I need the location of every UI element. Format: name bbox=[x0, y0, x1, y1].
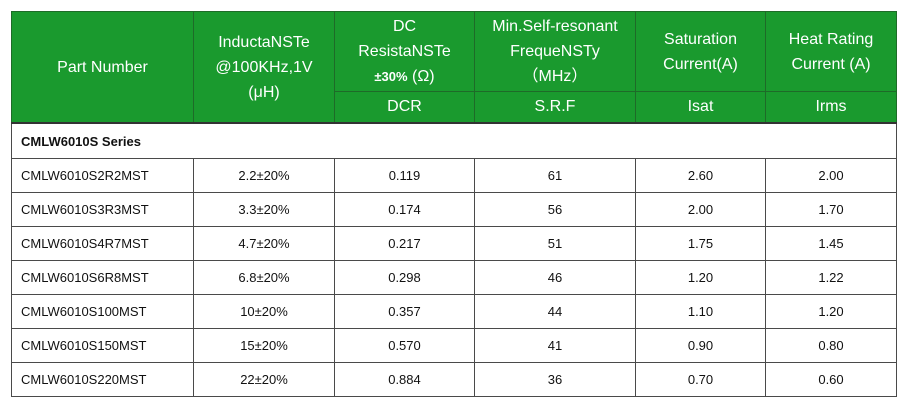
header-row: Part Number InductaNSTe @100KHz,1V (μH) … bbox=[11, 11, 897, 124]
irms-cell: 2.00 bbox=[765, 158, 897, 193]
header-sat-line1: Saturation bbox=[664, 30, 737, 48]
irms-cell: 0.80 bbox=[765, 328, 897, 363]
dcr-cell: 0.357 bbox=[334, 294, 475, 329]
part-number-cell: CMLW6010S220MST bbox=[11, 362, 194, 397]
header-dcr-unit: (Ω) bbox=[411, 68, 435, 85]
header-srf: Min.Self-resonant FrequeNSTy （MHz） bbox=[474, 11, 636, 92]
irms-cell: 1.22 bbox=[765, 260, 897, 295]
inductance-cell: 22±20% bbox=[193, 362, 335, 397]
dcr-cell: 0.298 bbox=[334, 260, 475, 295]
dcr-cell: 0.119 bbox=[334, 158, 475, 193]
table-body: CMLW6010S Series CMLW6010S2R2MST 2.2±20% 0… bbox=[11, 122, 897, 397]
table-row: CMLW6010S2R2MST 2.2±20% 0.119 61 2.60 2.00 bbox=[11, 158, 897, 193]
table-row: CMLW6010S150MST 15±20% 0.570 41 0.90 0.80 bbox=[11, 328, 897, 363]
header-inductance-line1: InductaNSTe bbox=[218, 33, 310, 51]
series-row: CMLW6010S Series bbox=[11, 122, 897, 159]
spec-table-container: Part Number InductaNSTe @100KHz,1V (μH) … bbox=[11, 11, 897, 397]
part-number-cell: CMLW6010S6R8MST bbox=[11, 260, 194, 295]
header-srf-unit: （MHz） bbox=[522, 68, 588, 85]
inductance-cell: 2.2±20% bbox=[193, 158, 335, 193]
header-srf-abbr: S.R.F bbox=[474, 91, 636, 124]
dcr-cell: 0.570 bbox=[334, 328, 475, 363]
isat-cell: 1.20 bbox=[635, 260, 766, 295]
header-inductance-unit: (μH) bbox=[248, 83, 280, 101]
irms-cell: 1.20 bbox=[765, 294, 897, 329]
srf-cell: 46 bbox=[474, 260, 636, 295]
series-label: CMLW6010S Series bbox=[11, 122, 897, 159]
isat-cell: 2.60 bbox=[635, 158, 766, 193]
header-inductance: InductaNSTe @100KHz,1V (μH) bbox=[193, 11, 335, 124]
dcr-cell: 0.174 bbox=[334, 192, 475, 227]
header-inductance-line2: @100KHz,1V bbox=[215, 58, 313, 76]
header-dc-resistance: DC ResistaNSTe ±30% (Ω) bbox=[334, 11, 475, 92]
srf-cell: 61 bbox=[474, 158, 636, 193]
isat-cell: 1.10 bbox=[635, 294, 766, 329]
srf-cell: 41 bbox=[474, 328, 636, 363]
inductance-cell: 15±20% bbox=[193, 328, 335, 363]
part-number-cell: CMLW6010S100MST bbox=[11, 294, 194, 329]
isat-cell: 1.75 bbox=[635, 226, 766, 261]
header-heat-rating: Heat Rating Current (A) bbox=[765, 11, 897, 92]
srf-cell: 51 bbox=[474, 226, 636, 261]
table-row: CMLW6010S3R3MST 3.3±20% 0.174 56 2.00 1.70 bbox=[11, 192, 897, 227]
irms-cell: 0.60 bbox=[765, 362, 897, 397]
isat-cell: 0.70 bbox=[635, 362, 766, 397]
header-dcr-line2: ResistaNSTe bbox=[358, 43, 451, 60]
part-number-cell: CMLW6010S3R3MST bbox=[11, 192, 194, 227]
part-number-cell: CMLW6010S4R7MST bbox=[11, 226, 194, 261]
header-part-number: Part Number bbox=[11, 11, 194, 124]
header-dcr-tolerance: ±30% bbox=[374, 69, 408, 84]
irms-cell: 1.70 bbox=[765, 192, 897, 227]
inductance-cell: 6.8±20% bbox=[193, 260, 335, 295]
srf-cell: 56 bbox=[474, 192, 636, 227]
header-heat-line1: Heat Rating bbox=[788, 30, 874, 48]
header-abbr-row: DCR S.R.F Isat Irms bbox=[12, 91, 897, 124]
header-dcr-line1: DC bbox=[392, 18, 417, 35]
irms-cell: 1.45 bbox=[765, 226, 897, 261]
header-irms-abbr: Irms bbox=[765, 91, 897, 124]
table-row: CMLW6010S6R8MST 6.8±20% 0.298 46 1.20 1.22 bbox=[11, 260, 897, 295]
header-srf-line1: Min.Self-resonant bbox=[492, 18, 618, 35]
part-number-cell: CMLW6010S2R2MST bbox=[11, 158, 194, 193]
header-isat-abbr: Isat bbox=[635, 91, 766, 124]
part-number-cell: CMLW6010S150MST bbox=[11, 328, 194, 363]
header-saturation: Saturation Current(A) bbox=[635, 11, 766, 92]
inductance-cell: 10±20% bbox=[193, 294, 335, 329]
dcr-cell: 0.217 bbox=[334, 226, 475, 261]
inductance-cell: 3.3±20% bbox=[193, 192, 335, 227]
header-heat-line2: Current (A) bbox=[791, 55, 871, 73]
header-dcr-abbr: DCR bbox=[334, 91, 475, 124]
table-row: CMLW6010S100MST 10±20% 0.357 44 1.10 1.20 bbox=[11, 294, 897, 329]
srf-cell: 36 bbox=[474, 362, 636, 397]
header-sat-line2: Current(A) bbox=[663, 55, 738, 73]
header-dcr-tolerance-line: ±30% (Ω) bbox=[335, 64, 474, 89]
spec-table: Part Number InductaNSTe @100KHz,1V (μH) … bbox=[11, 11, 897, 397]
isat-cell: 0.90 bbox=[635, 328, 766, 363]
isat-cell: 2.00 bbox=[635, 192, 766, 227]
table-row: CMLW6010S220MST 22±20% 0.884 36 0.70 0.60 bbox=[11, 362, 897, 397]
inductance-cell: 4.7±20% bbox=[193, 226, 335, 261]
table-row: CMLW6010S4R7MST 4.7±20% 0.217 51 1.75 1.45 bbox=[11, 226, 897, 261]
dcr-cell: 0.884 bbox=[334, 362, 475, 397]
srf-cell: 44 bbox=[474, 294, 636, 329]
header-srf-line2: FrequeNSTy bbox=[510, 43, 600, 60]
